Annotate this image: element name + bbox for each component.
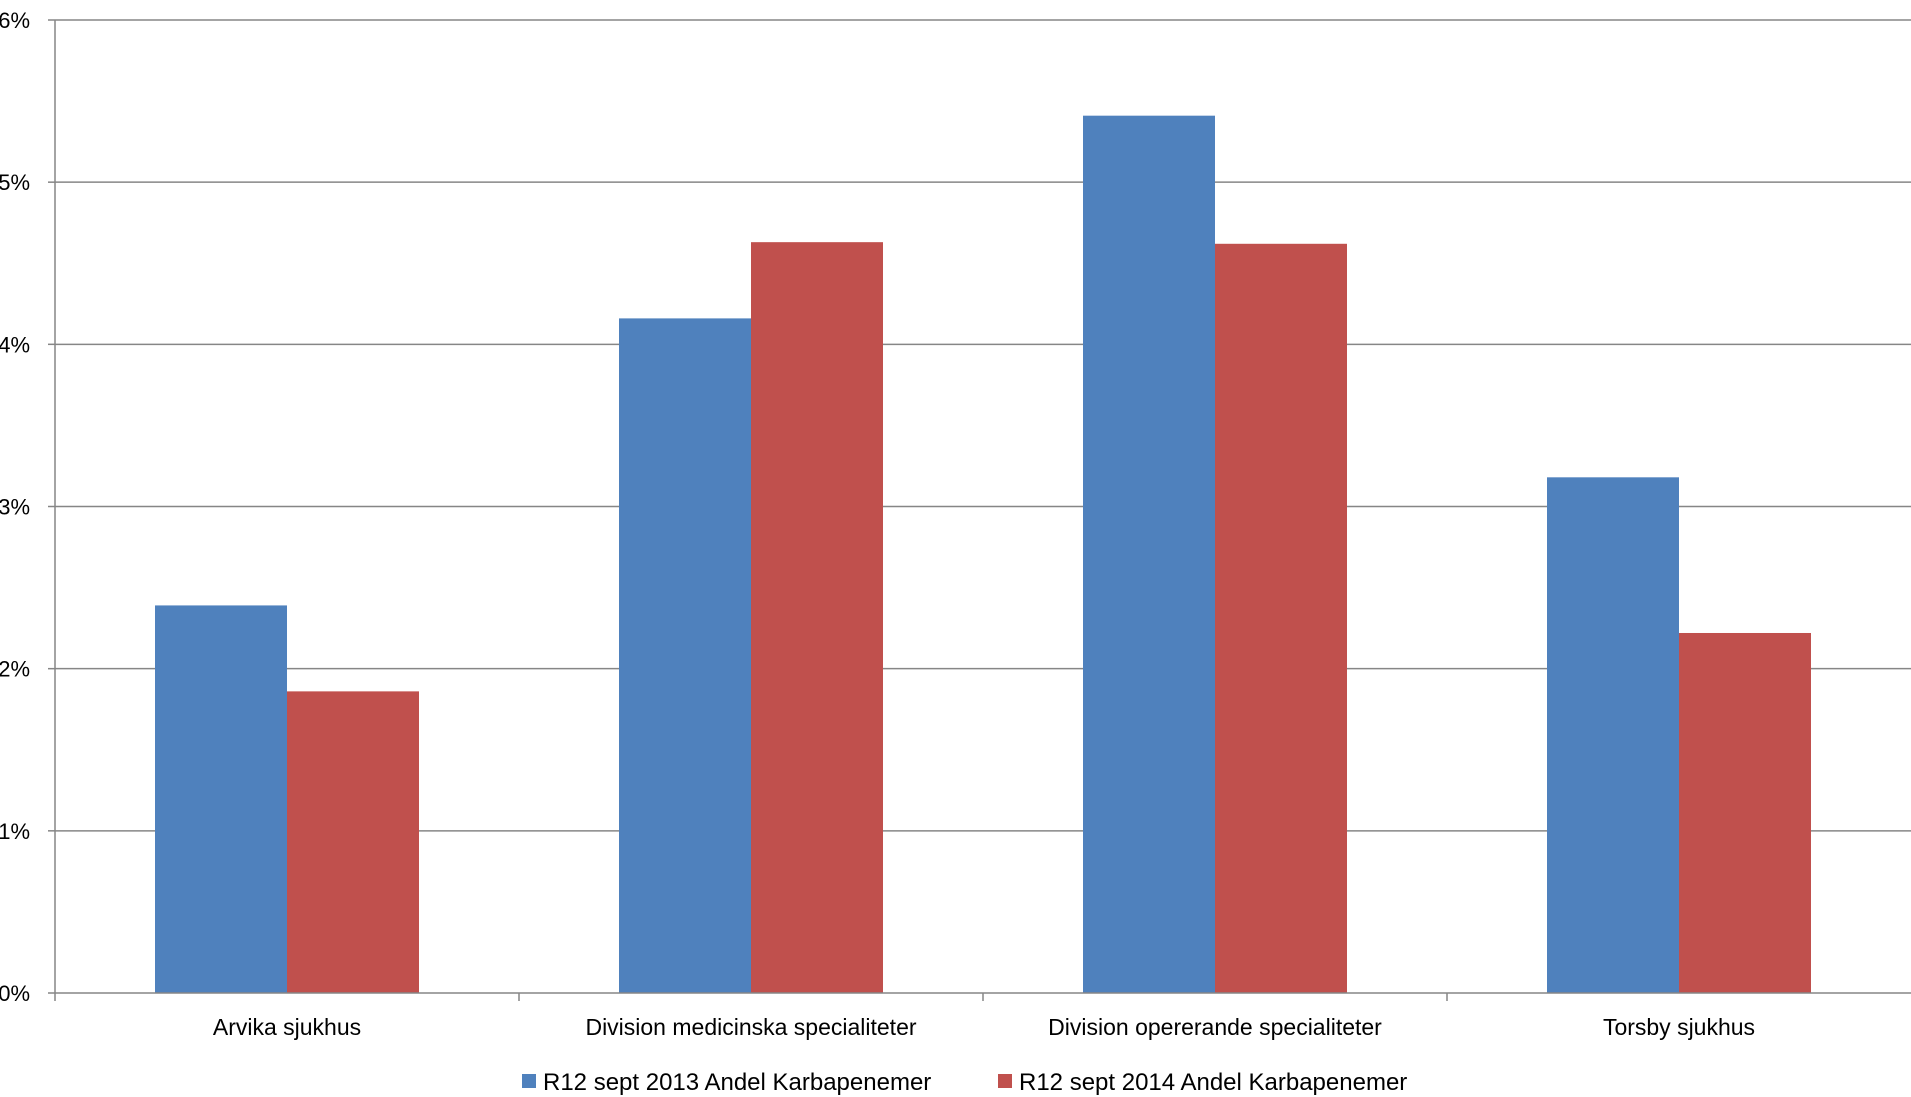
axes — [48, 19, 1911, 1001]
y-axis-tick-labels: 0% 1% 2% 3% 4% 5% 6% — [0, 8, 30, 1006]
x-axis-category-labels: Arvika sjukhus Division medicinska specia… — [213, 1014, 1755, 1040]
y-tick-label: 5% — [0, 170, 30, 195]
y-tick-label: 2% — [0, 657, 30, 682]
y-tick-label: 4% — [0, 332, 30, 357]
y-tick-label: 0% — [0, 981, 30, 1006]
bars — [155, 115, 1811, 994]
bar — [1679, 632, 1811, 993]
legend: R12 sept 2013 Andel Karbapenemer R12 sept… — [522, 1069, 1407, 1096]
legend-label: R12 sept 2013 Andel Karbapenemer — [543, 1069, 931, 1096]
legend-swatch — [522, 1074, 536, 1088]
bar — [751, 242, 883, 993]
legend-label: R12 sept 2014 Andel Karbapenemer — [1019, 1069, 1407, 1096]
y-tick-label: 1% — [0, 819, 30, 844]
x-category-label: Division medicinska specialiteter — [585, 1014, 916, 1040]
bar — [619, 318, 751, 993]
bar — [1083, 115, 1215, 993]
x-category-label: Division opererande specialiteter — [1048, 1014, 1382, 1040]
legend-swatch — [998, 1074, 1012, 1088]
x-category-label: Torsby sjukhus — [1603, 1014, 1755, 1040]
y-tick-label: 3% — [0, 495, 30, 520]
x-category-label: Arvika sjukhus — [213, 1014, 361, 1040]
bar — [1547, 477, 1679, 993]
bar — [155, 605, 287, 993]
bar — [287, 691, 419, 993]
y-tick-label: 6% — [0, 8, 30, 33]
bar — [1215, 243, 1347, 994]
